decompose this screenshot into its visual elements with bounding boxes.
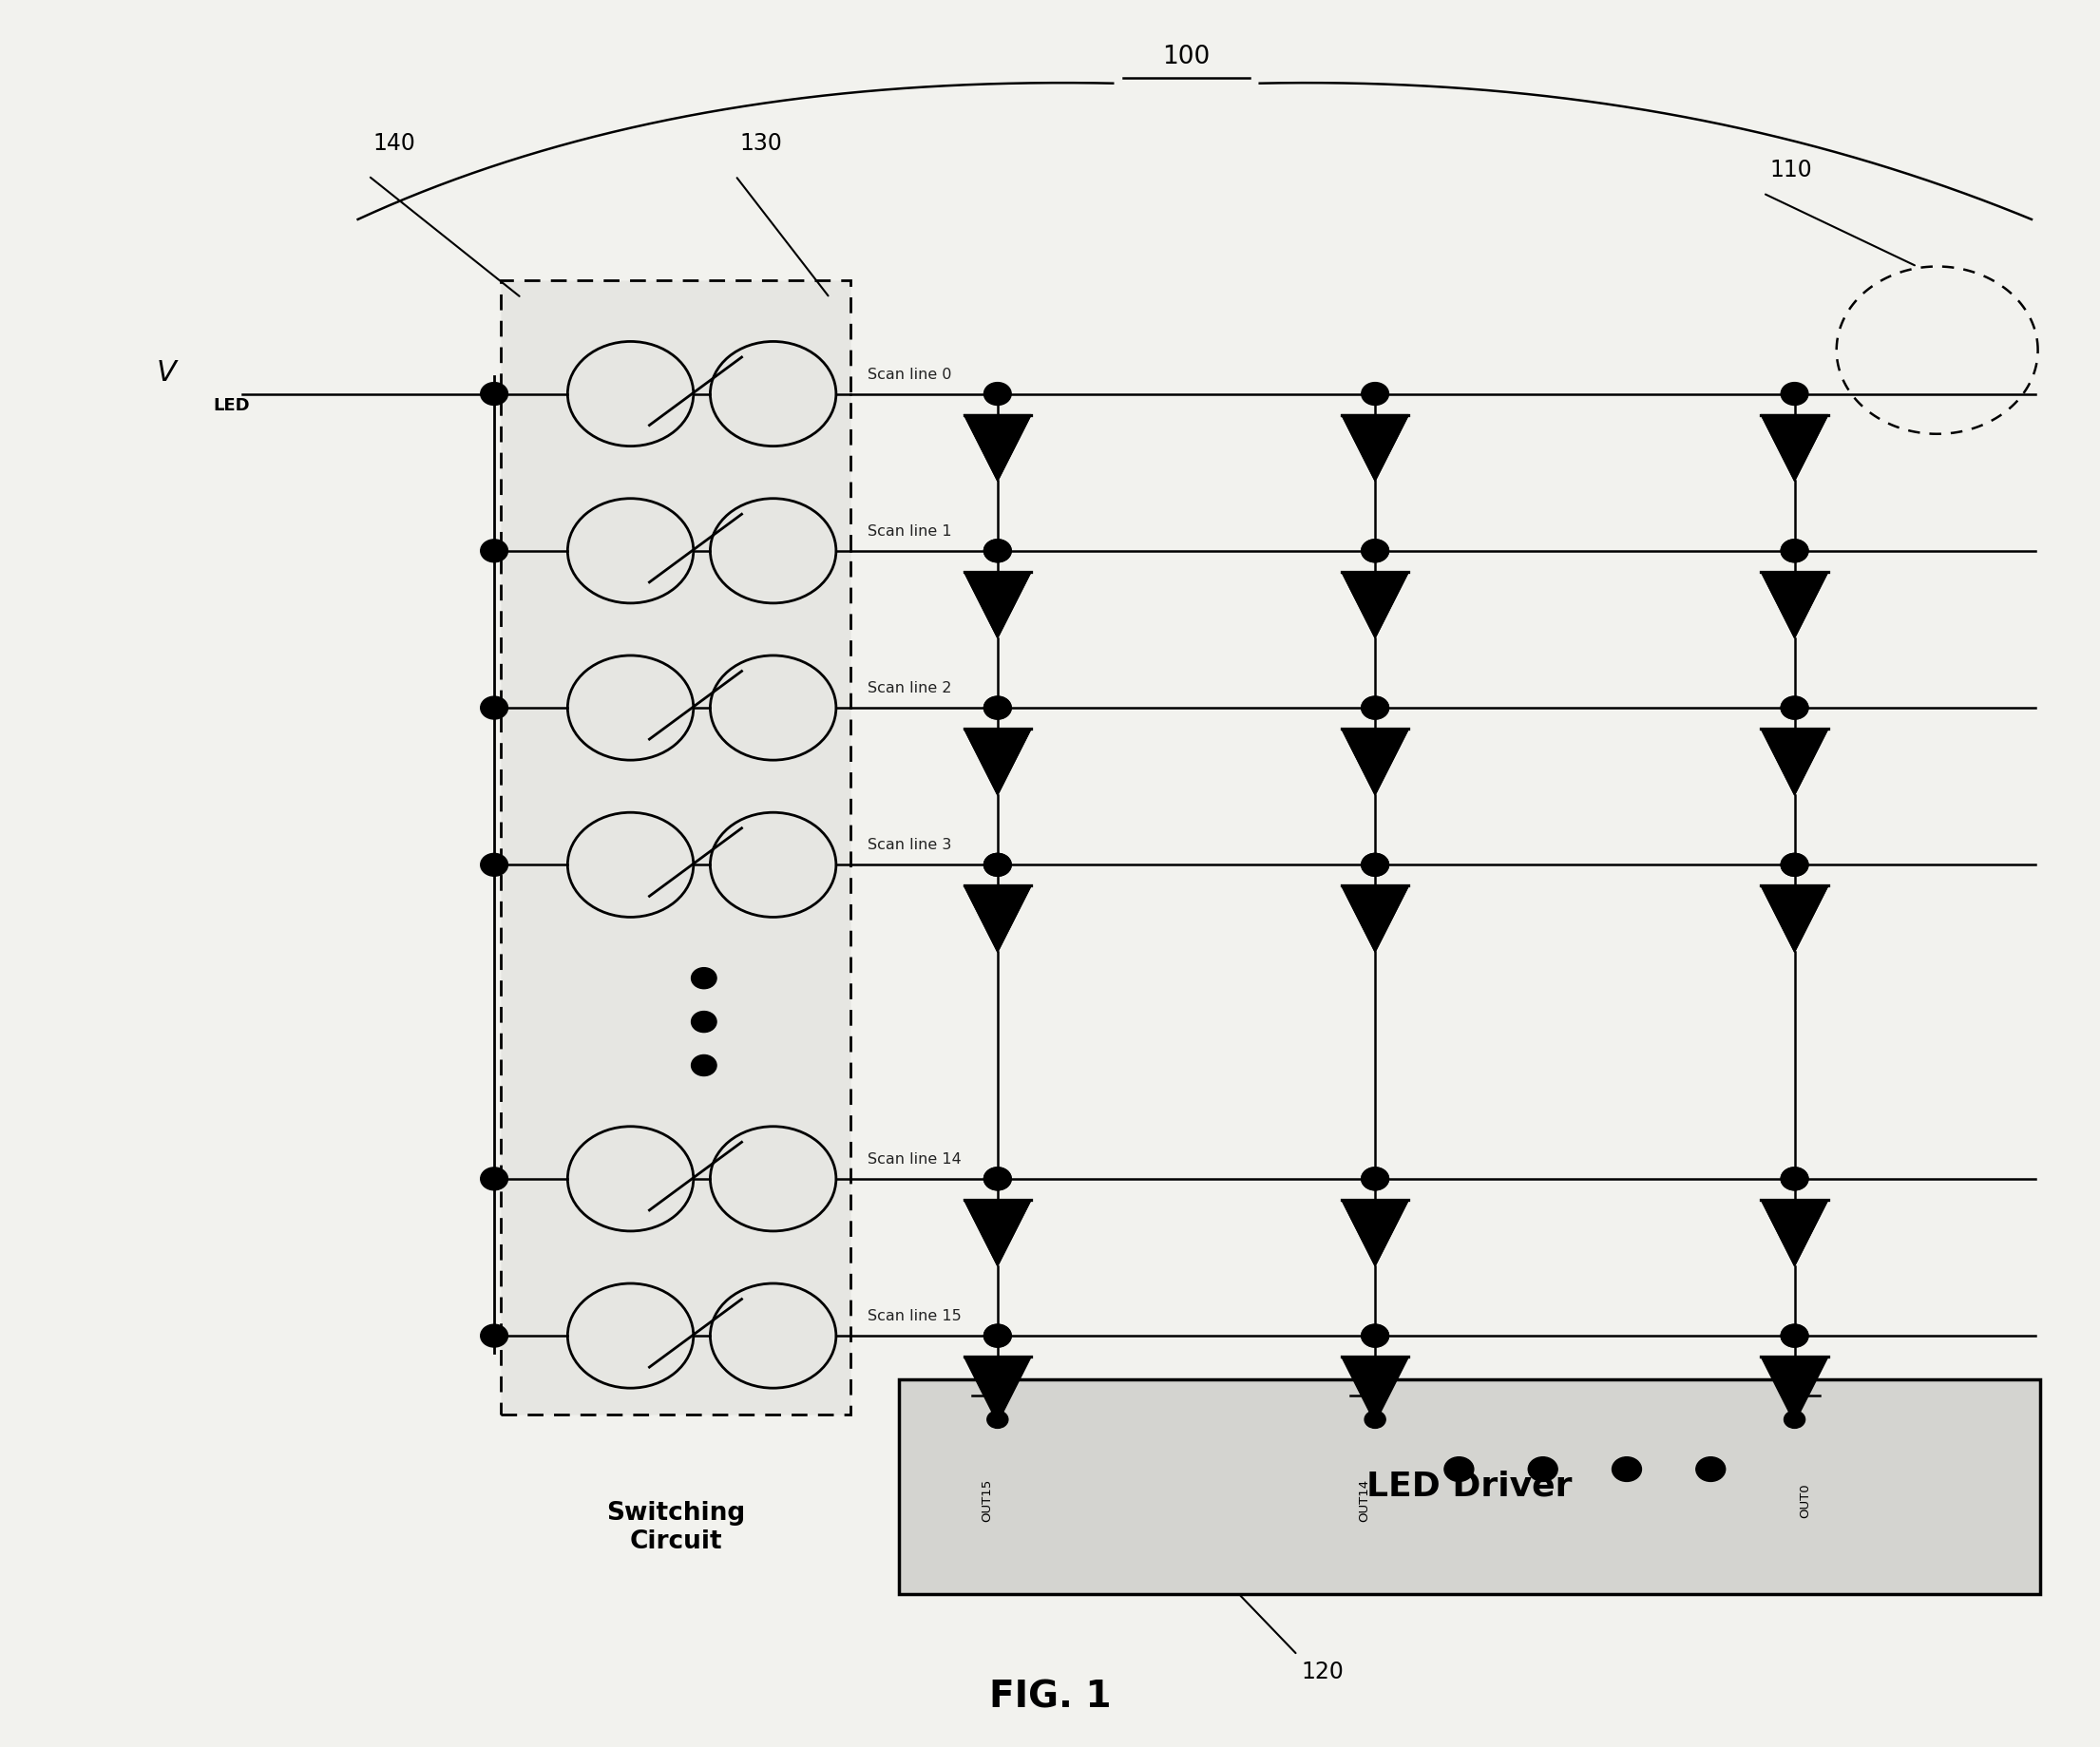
Circle shape — [691, 968, 716, 989]
Text: 110: 110 — [1770, 159, 1812, 182]
Polygon shape — [1762, 1357, 1829, 1424]
Text: Scan line 1: Scan line 1 — [867, 524, 951, 538]
Text: Scan line 15: Scan line 15 — [867, 1309, 962, 1324]
Circle shape — [985, 854, 1012, 875]
Circle shape — [1361, 1324, 1388, 1347]
Circle shape — [1781, 1324, 1808, 1347]
FancyBboxPatch shape — [899, 1380, 2039, 1593]
Circle shape — [985, 1167, 1012, 1190]
Circle shape — [1361, 1167, 1388, 1190]
Circle shape — [1361, 854, 1388, 875]
Circle shape — [1781, 697, 1808, 720]
Circle shape — [481, 383, 508, 405]
Circle shape — [1697, 1457, 1726, 1481]
Text: FIG. 1: FIG. 1 — [989, 1679, 1111, 1716]
Text: 100: 100 — [1163, 45, 1210, 70]
Circle shape — [1361, 1324, 1388, 1347]
Circle shape — [985, 540, 1012, 563]
Circle shape — [1781, 854, 1808, 875]
Circle shape — [691, 1012, 716, 1032]
Text: Scan line 14: Scan line 14 — [867, 1153, 962, 1167]
Circle shape — [1781, 540, 1808, 563]
Text: 140: 140 — [372, 133, 416, 155]
Circle shape — [691, 1055, 716, 1076]
Polygon shape — [1762, 414, 1829, 480]
Circle shape — [1361, 854, 1388, 875]
Circle shape — [985, 1167, 1012, 1190]
Circle shape — [481, 1167, 508, 1190]
Circle shape — [1785, 1412, 1806, 1429]
Text: OUT14: OUT14 — [1359, 1480, 1371, 1522]
Text: 130: 130 — [739, 133, 781, 155]
Circle shape — [985, 1324, 1012, 1347]
Circle shape — [985, 697, 1012, 720]
Circle shape — [985, 1324, 1012, 1347]
Text: 120: 120 — [1302, 1661, 1344, 1684]
Circle shape — [1781, 540, 1808, 563]
Polygon shape — [1762, 571, 1829, 638]
Text: OUT15: OUT15 — [981, 1480, 993, 1522]
Polygon shape — [964, 414, 1031, 480]
Circle shape — [1781, 1167, 1808, 1190]
Text: Scan line 2: Scan line 2 — [867, 681, 951, 695]
Text: $V$: $V$ — [155, 360, 181, 386]
Polygon shape — [964, 1357, 1031, 1424]
Circle shape — [1365, 1412, 1386, 1429]
Polygon shape — [964, 1200, 1031, 1267]
Polygon shape — [964, 728, 1031, 795]
Text: LED Driver: LED Driver — [1367, 1471, 1573, 1502]
Polygon shape — [1342, 414, 1409, 480]
FancyBboxPatch shape — [500, 281, 851, 1415]
Polygon shape — [1762, 728, 1829, 795]
Polygon shape — [1762, 886, 1829, 952]
Polygon shape — [964, 886, 1031, 952]
Circle shape — [985, 854, 1012, 875]
Circle shape — [481, 697, 508, 720]
Circle shape — [1361, 697, 1388, 720]
Circle shape — [987, 1412, 1008, 1429]
Circle shape — [1781, 697, 1808, 720]
Text: Switching
Circuit: Switching Circuit — [607, 1501, 745, 1555]
Polygon shape — [1342, 728, 1409, 795]
Polygon shape — [1342, 1200, 1409, 1267]
Circle shape — [985, 383, 1012, 405]
Text: LED: LED — [214, 398, 250, 414]
Circle shape — [985, 540, 1012, 563]
Circle shape — [1781, 854, 1808, 875]
Circle shape — [1613, 1457, 1642, 1481]
Circle shape — [481, 540, 508, 563]
Circle shape — [1781, 1324, 1808, 1347]
Polygon shape — [1342, 571, 1409, 638]
Polygon shape — [964, 571, 1031, 638]
Circle shape — [1361, 383, 1388, 405]
Circle shape — [1361, 697, 1388, 720]
Text: OUT0: OUT0 — [1800, 1483, 1810, 1518]
Text: Scan line 3: Scan line 3 — [867, 839, 951, 853]
Circle shape — [481, 854, 508, 875]
Circle shape — [1529, 1457, 1558, 1481]
Polygon shape — [1342, 886, 1409, 952]
Polygon shape — [1762, 1200, 1829, 1267]
Circle shape — [1445, 1457, 1474, 1481]
Circle shape — [481, 1324, 508, 1347]
Polygon shape — [1342, 1357, 1409, 1424]
Circle shape — [1361, 1167, 1388, 1190]
Circle shape — [1781, 383, 1808, 405]
Circle shape — [1361, 540, 1388, 563]
Circle shape — [985, 697, 1012, 720]
Circle shape — [1781, 1167, 1808, 1190]
Circle shape — [1361, 540, 1388, 563]
Text: Scan line 0: Scan line 0 — [867, 367, 951, 381]
